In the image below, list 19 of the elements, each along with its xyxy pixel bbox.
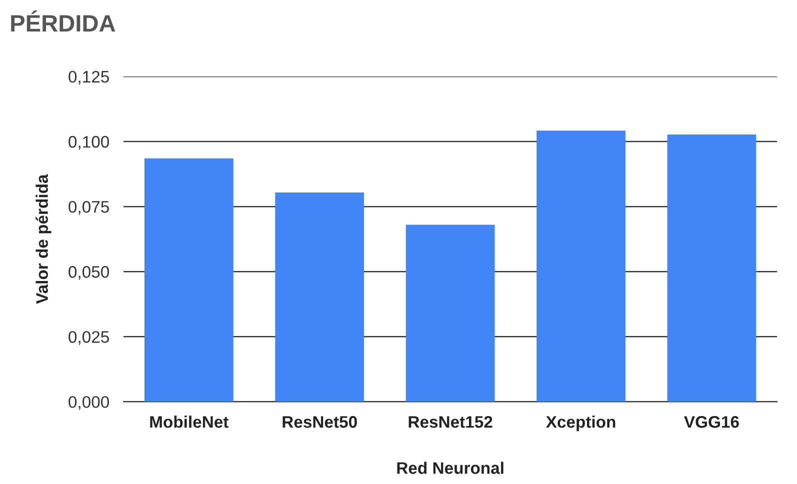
x-tick-label: ResNet152 — [408, 416, 492, 428]
y-tick-label: 0,000 — [68, 396, 109, 410]
y-tick-label: 0,100 — [68, 136, 109, 150]
bar — [667, 134, 756, 402]
x-axis-title: Red Neuronal — [397, 462, 504, 474]
y-tick-label: 0,125 — [68, 70, 109, 85]
x-tick-label: ResNet50 — [282, 416, 357, 428]
x-tick-label: VGG16 — [684, 416, 739, 428]
bar — [275, 192, 364, 402]
x-tick-label: Xception — [546, 416, 616, 432]
y-tick-label: 0,075 — [68, 200, 109, 215]
bar — [536, 130, 626, 402]
y-axis-title: Valor de pérdida — [36, 174, 52, 304]
x-tick-label: MobileNet — [150, 416, 229, 428]
y-tick-label: 0,050 — [68, 266, 109, 280]
bar — [406, 224, 495, 402]
chart-title: PÉRDIDA — [11, 10, 116, 32]
y-tick-label: 0,025 — [68, 331, 109, 345]
bar — [144, 158, 234, 402]
